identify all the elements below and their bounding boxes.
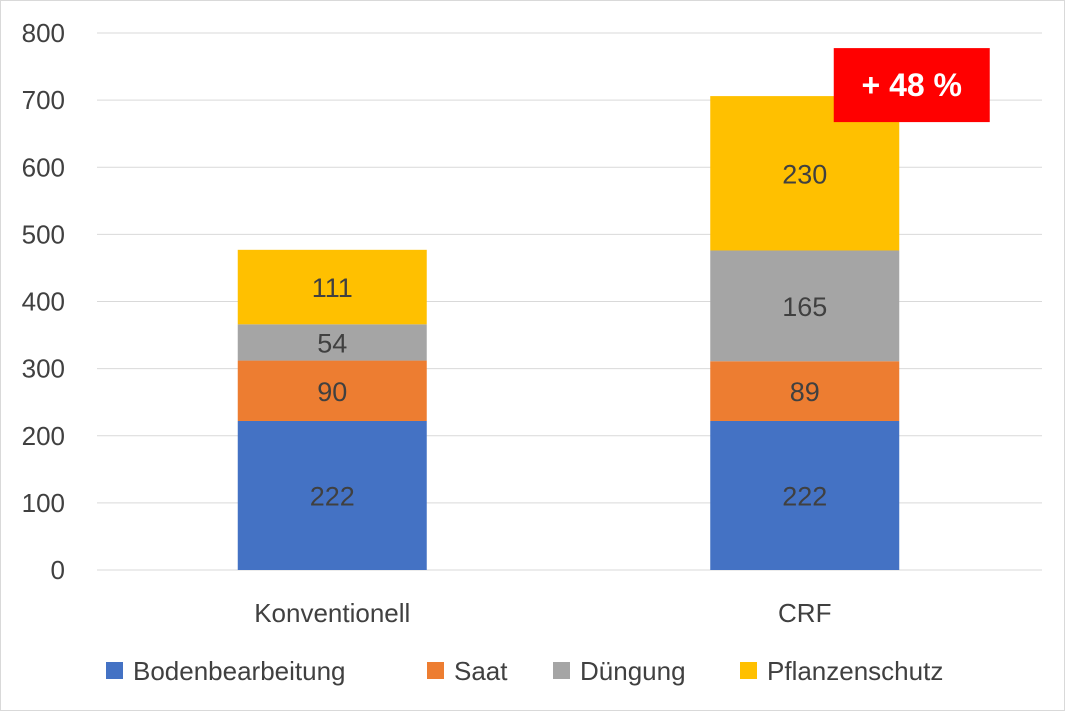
legend-label: Düngung bbox=[580, 656, 686, 686]
data-label: 54 bbox=[317, 328, 347, 358]
bar-düngung-crf bbox=[710, 250, 900, 362]
y-tick-label: 600 bbox=[22, 152, 65, 182]
legend-swatch bbox=[106, 662, 123, 679]
data-label: 90 bbox=[317, 377, 347, 407]
bar-bodenbearbeitung-konventionell bbox=[237, 420, 427, 570]
y-tick-label: 700 bbox=[22, 85, 65, 115]
y-axis: 0 100 200 300 400 500 600 700 800 bbox=[22, 18, 65, 585]
badge-text: + 48 % bbox=[861, 67, 962, 103]
bar-pflanzenschutz-konventionell bbox=[237, 249, 427, 325]
x-category-label: Konventionell bbox=[254, 598, 410, 628]
badge-background bbox=[833, 48, 990, 123]
y-tick-label: 0 bbox=[51, 555, 65, 585]
x-category-label: CRF bbox=[778, 598, 831, 628]
legend-swatch bbox=[553, 662, 570, 679]
bar-bodenbearbeitung-crf bbox=[710, 420, 900, 570]
data-label: 111 bbox=[312, 273, 353, 303]
legend-label: Pflanzenschutz bbox=[767, 656, 943, 686]
bar-düngung-konventionell bbox=[237, 324, 427, 361]
y-tick-label: 200 bbox=[22, 421, 65, 451]
legend-swatch bbox=[740, 662, 757, 679]
data-label: 222 bbox=[310, 481, 355, 511]
increase-badge: + 48 % bbox=[833, 48, 990, 123]
bar-saat-crf bbox=[710, 361, 900, 421]
bars bbox=[237, 96, 900, 570]
y-tick-label: 800 bbox=[22, 18, 65, 48]
data-label: 165 bbox=[782, 292, 827, 322]
y-tick-label: 100 bbox=[22, 488, 65, 518]
y-tick-label: 500 bbox=[22, 219, 65, 249]
data-label: 230 bbox=[782, 159, 827, 189]
data-label: 89 bbox=[790, 377, 820, 407]
y-tick-label: 400 bbox=[22, 287, 65, 317]
legend-label: Saat bbox=[454, 656, 508, 686]
data-label: 222 bbox=[782, 481, 827, 511]
x-axis: Konventionell CRF bbox=[254, 598, 831, 628]
legend: Bodenbearbeitung Saat Düngung Pflanzenschut… bbox=[106, 656, 943, 686]
bar-saat-konventionell bbox=[237, 360, 427, 421]
data-labels: 222 90 54 111 222 89 165 230 bbox=[310, 159, 828, 511]
legend-label: Bodenbearbeitung bbox=[133, 656, 346, 686]
y-tick-label: 300 bbox=[22, 354, 65, 384]
legend-swatch bbox=[427, 662, 444, 679]
